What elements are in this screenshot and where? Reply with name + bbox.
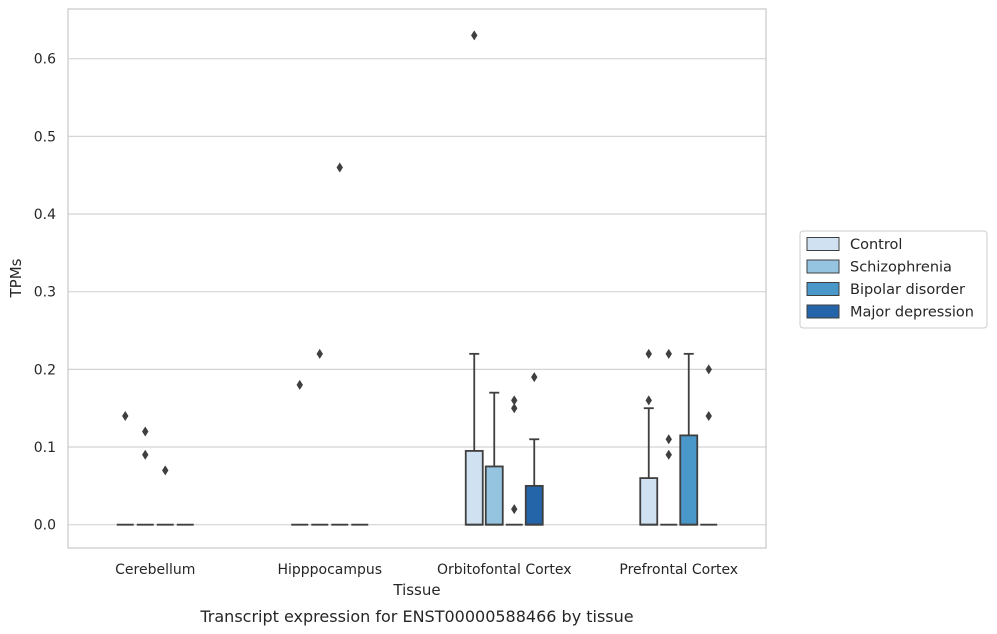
outlier-point bbox=[645, 395, 652, 406]
box-group bbox=[700, 364, 718, 526]
y-tick-label: 0.0 bbox=[34, 518, 56, 534]
box-group bbox=[679, 352, 699, 526]
y-axis-ticks: 0.0 0.1 0.2 0.3 0.4 0.5 0.6 bbox=[34, 52, 56, 534]
outlier-point bbox=[511, 504, 518, 515]
box-group bbox=[116, 410, 134, 526]
box-body bbox=[464, 450, 484, 526]
outlier-point bbox=[665, 449, 672, 460]
box-group bbox=[660, 348, 678, 526]
outlier-point bbox=[705, 364, 712, 375]
box-group bbox=[311, 348, 329, 526]
legend: Control Schizophrenia Bipolar disorder Majo… bbox=[799, 230, 988, 329]
legend-label: Major depression bbox=[850, 305, 974, 321]
plot-frame bbox=[67, 8, 767, 549]
outlier-point bbox=[511, 403, 518, 414]
box-group bbox=[464, 30, 484, 526]
x-tick-label: Orbitofontal Cortex bbox=[437, 562, 572, 578]
legend-item: Control bbox=[806, 237, 902, 253]
outlier-point bbox=[142, 426, 149, 437]
box-group bbox=[331, 162, 349, 526]
outlier-point bbox=[142, 449, 149, 460]
outlier-point bbox=[665, 348, 672, 359]
x-axis-label: Tissue bbox=[392, 581, 440, 599]
box-group bbox=[136, 426, 154, 526]
y-axis-label: TPMs bbox=[7, 258, 25, 298]
legend-label: Bipolar disorder bbox=[850, 282, 965, 298]
outlier-point bbox=[122, 410, 129, 421]
legend-label: Schizophrenia bbox=[850, 260, 952, 276]
legend-label: Control bbox=[850, 237, 902, 253]
y-tick-label: 0.4 bbox=[34, 207, 56, 223]
y-tick-label: 0.5 bbox=[34, 129, 56, 145]
legend-item: Bipolar disorder bbox=[806, 282, 965, 298]
box-group bbox=[505, 395, 523, 526]
legend-swatch bbox=[806, 304, 840, 319]
box-group bbox=[291, 379, 309, 526]
box-body bbox=[639, 477, 659, 526]
legend-frame bbox=[799, 230, 988, 329]
outlier-point bbox=[296, 379, 303, 390]
legend-swatch bbox=[806, 259, 840, 274]
box-group bbox=[156, 465, 174, 526]
box-body bbox=[484, 465, 504, 526]
outlier-point bbox=[471, 30, 478, 41]
legend-swatch bbox=[806, 237, 840, 251]
x-axis-ticks: Cerebellum Hipppocampus Orbitofontal Corte… bbox=[115, 562, 738, 578]
box-group bbox=[639, 348, 659, 526]
outlier-point bbox=[645, 348, 652, 359]
y-tick-label: 0.1 bbox=[34, 440, 56, 456]
outlier-point bbox=[705, 410, 712, 421]
outlier-point bbox=[531, 372, 538, 383]
y-tick-label: 0.3 bbox=[34, 285, 56, 301]
legend-swatch bbox=[806, 282, 840, 296]
y-tick-label: 0.2 bbox=[34, 362, 56, 378]
boxes bbox=[116, 30, 718, 526]
y-tick-label: 0.6 bbox=[34, 52, 56, 68]
box-body bbox=[524, 484, 544, 526]
outlier-point bbox=[336, 162, 343, 173]
legend-item: Schizophrenia bbox=[806, 259, 952, 276]
outlier-point bbox=[511, 395, 518, 406]
legend-item: Major depression bbox=[806, 304, 974, 321]
x-tick-label: Cerebellum bbox=[115, 562, 195, 578]
x-tick-label: Prefrontal Cortex bbox=[619, 562, 738, 578]
outlier-point bbox=[162, 465, 169, 476]
box-group bbox=[524, 372, 544, 526]
outlier-point bbox=[665, 434, 672, 445]
x-tick-label: Hipppocampus bbox=[277, 562, 382, 578]
gridlines bbox=[68, 58, 766, 526]
box-body bbox=[679, 434, 699, 526]
box-group bbox=[484, 391, 504, 526]
chart-caption: Transcript expression for ENST0000058846… bbox=[199, 607, 633, 626]
outlier-point bbox=[316, 348, 323, 359]
